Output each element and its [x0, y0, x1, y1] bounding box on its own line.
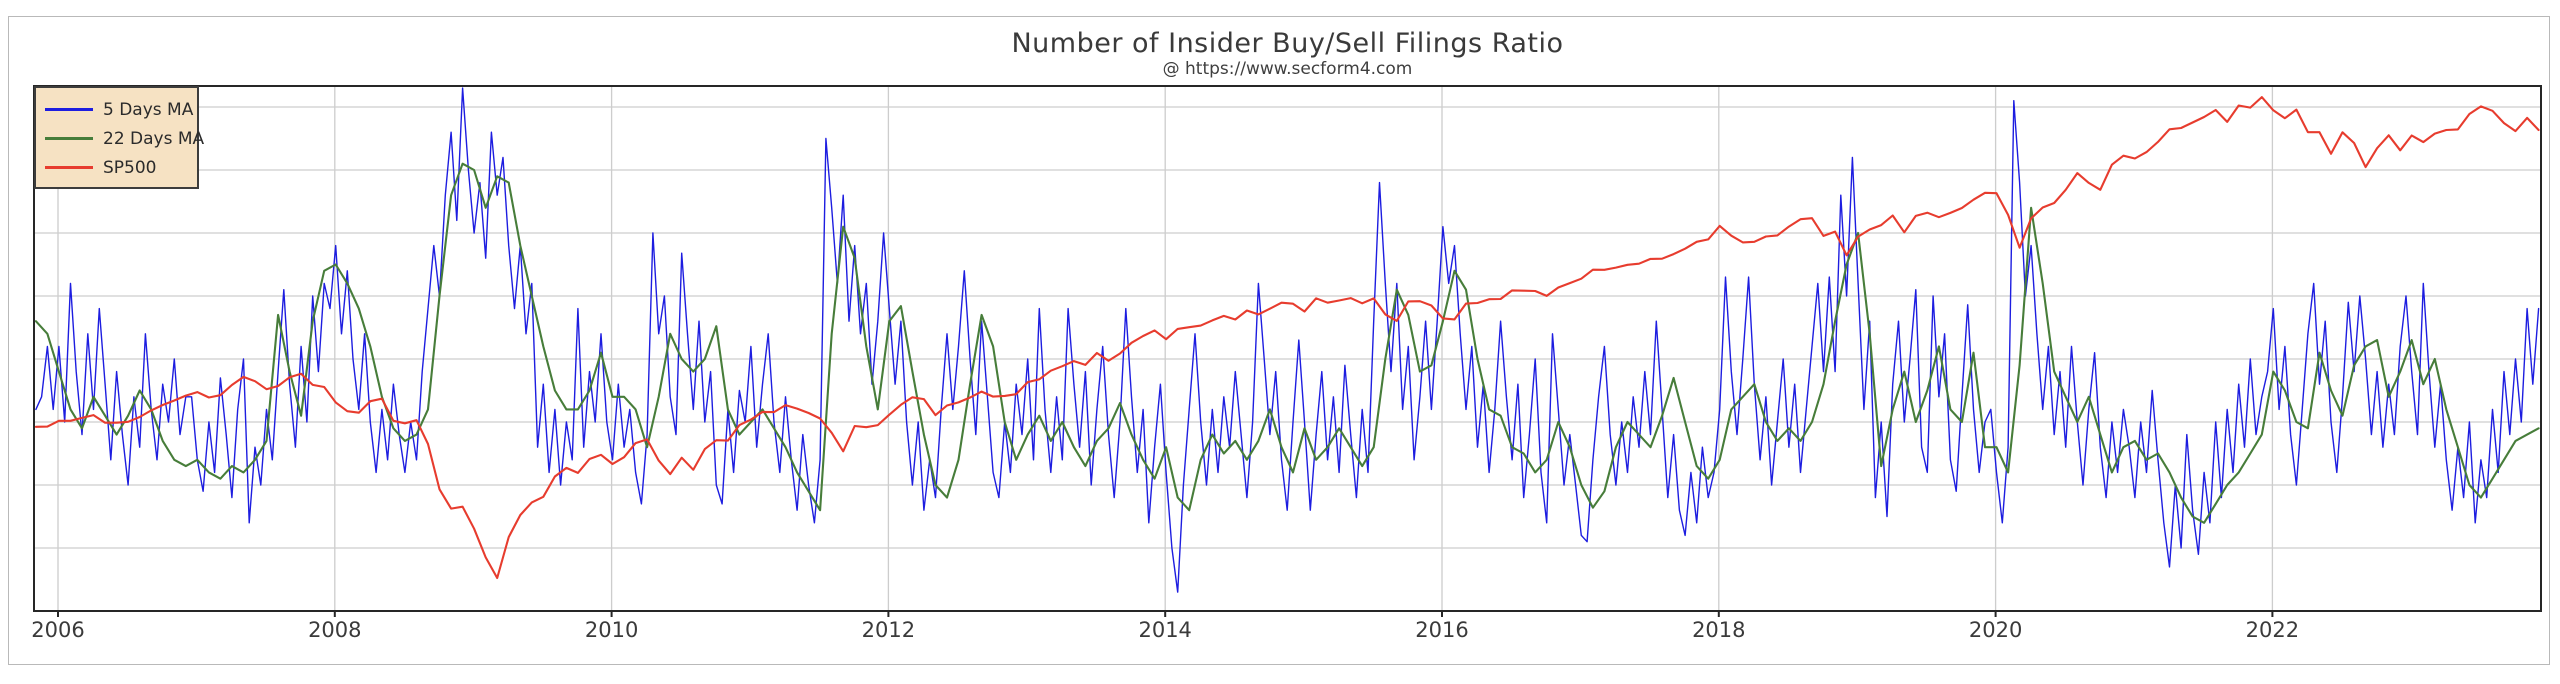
x-axis-tick-label: 2022	[2246, 618, 2299, 642]
legend-label: SP500	[103, 157, 157, 178]
x-axis-tick-label: 2014	[1138, 618, 1191, 642]
x-axis-tick-label: 2020	[1969, 618, 2022, 642]
x-axis-tick-label: 2018	[1692, 618, 1745, 642]
legend-item-22-days-ma: 22 Days MA	[36, 124, 204, 153]
legend-label: 5 Days MA	[103, 99, 194, 120]
legend-line-sample-blue	[45, 108, 93, 111]
x-axis-tick-label: 2016	[1415, 618, 1468, 642]
legend-item-sp500: SP500	[36, 153, 197, 182]
legend-label: 22 Days MA	[103, 128, 205, 149]
chart-subtitle: @ https://www.secform4.com	[1162, 59, 1413, 79]
figure-outer-border	[8, 16, 2550, 665]
legend-line-sample-red	[45, 166, 93, 169]
series-sp500	[34, 96, 2540, 580]
x-axis-tick-label: 2010	[585, 618, 638, 642]
x-axis-tick-label: 2008	[308, 618, 361, 642]
x-axis-tick-label: 2012	[862, 618, 915, 642]
legend-line-sample-green	[45, 137, 93, 140]
x-axis-tick-label: 2006	[31, 618, 84, 642]
series-5-days-ma	[35, 87, 2540, 593]
plot-border	[33, 85, 2542, 612]
chart-title: Number of Insider Buy/Sell Filings Ratio	[1011, 28, 1564, 59]
series-22-days-ma	[34, 162, 2540, 524]
legend-item-5-days-ma: 5 Days MA	[36, 95, 197, 124]
chart-legend: 5 Days MA 22 Days MA SP500	[34, 86, 204, 189]
